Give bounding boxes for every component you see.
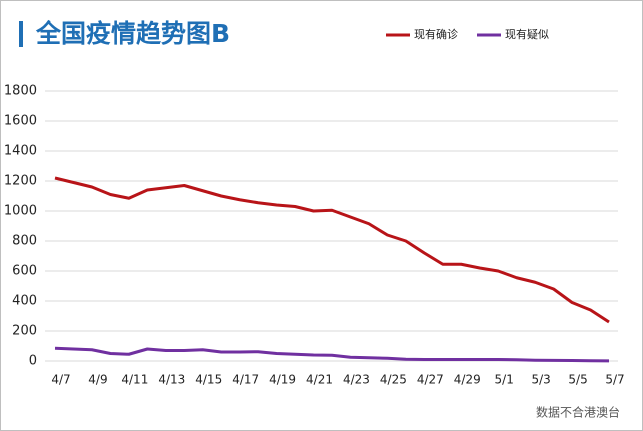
y-tick-label: 1400 [4,144,37,159]
x-tick-label: 4/13 [158,373,185,387]
x-tick-label: 5/7 [605,373,624,387]
x-tick-label: 4/15 [195,373,222,387]
x-tick-label: 5/1 [495,373,514,387]
y-tick-label: 0 [29,354,37,369]
x-tick-label: 4/17 [232,373,259,387]
title-bar [19,21,23,47]
legend-label: 现有疑似 [505,27,549,41]
x-tick-label: 4/27 [417,373,444,387]
y-tick-label: 400 [12,294,37,309]
x-tick-label: 4/11 [121,373,148,387]
y-tick-label: 1000 [4,204,37,219]
x-tick-label: 4/23 [343,373,370,387]
x-tick-label: 4/9 [88,373,107,387]
source-note: 数据不合港澳台 [536,405,620,420]
y-tick-label: 1800 [4,84,37,99]
series-line [54,176,610,324]
y-tick-label: 1600 [4,114,37,129]
x-tick-label: 4/19 [269,373,296,387]
y-tick-label: 1200 [4,174,37,189]
chart-title: 全国疫情趋势图B [35,19,230,48]
legend-label: 现有确诊 [414,27,458,41]
y-tick-label: 200 [12,324,37,339]
x-tick-label: 4/7 [51,373,70,387]
x-tick-label: 4/25 [380,373,407,387]
y-tick-label: 600 [12,264,37,279]
x-tick-label: 4/21 [306,373,333,387]
y-tick-label: 800 [12,234,37,249]
x-tick-label: 4/29 [454,373,481,387]
series-line [54,346,610,363]
x-tick-label: 5/3 [531,373,550,387]
x-tick-label: 5/5 [568,373,587,387]
